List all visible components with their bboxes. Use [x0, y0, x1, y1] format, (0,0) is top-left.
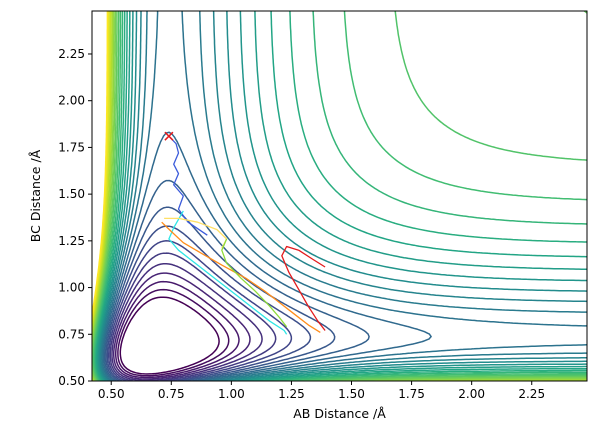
start-marker-layer — [164, 131, 174, 141]
trajectory-lines — [161, 135, 326, 335]
x-tick-label: 0.50 — [98, 387, 125, 401]
y-tick-label: 1.75 — [58, 140, 85, 154]
y-tick-label: 2.00 — [58, 94, 85, 108]
contour-level — [93, 11, 587, 381]
x-tick-label: 0.75 — [158, 387, 185, 401]
x-tick-label: 1.50 — [338, 387, 365, 401]
contour-level — [97, 11, 587, 381]
contour-level — [100, 11, 587, 381]
contour-level — [94, 11, 587, 381]
plot-area — [92, 11, 587, 381]
y-tick-label: 0.75 — [58, 327, 85, 341]
x-tick-label: 1.75 — [398, 387, 425, 401]
contour-level — [101, 11, 587, 381]
trajectory-line — [281, 245, 326, 331]
trajectory-line — [161, 221, 321, 333]
contour-level — [92, 11, 587, 381]
contour-level — [103, 179, 370, 381]
contour-lines — [92, 11, 587, 381]
contour-level — [96, 11, 587, 381]
x-tick-label: 2.00 — [458, 387, 485, 401]
contour-level — [112, 272, 251, 380]
contour-level — [107, 240, 293, 381]
start-marker — [164, 131, 174, 141]
contour-level — [109, 252, 277, 381]
contour-level — [114, 280, 240, 379]
plot-frame — [91, 10, 588, 382]
contour-level — [92, 11, 587, 381]
contour-level — [99, 11, 587, 381]
contour-level — [92, 11, 587, 381]
contour-level — [92, 11, 110, 321]
contour-level — [106, 225, 312, 381]
x-axis-ticks: 0.50 0.75 1.00 1.25 1.50 1.75 2.00 2.25 — [98, 381, 545, 401]
trajectory-line — [168, 210, 288, 335]
contour-level — [117, 288, 230, 377]
contour-level — [95, 11, 587, 381]
x-axis-label: AB Distance /Å — [293, 406, 386, 421]
trajectory-line — [168, 135, 208, 236]
y-axis-label: BC Distance /Å — [28, 149, 43, 242]
contour-level — [119, 296, 220, 375]
contour-level — [111, 262, 263, 381]
y-tick-label: 1.25 — [58, 234, 85, 248]
y-tick-label: 2.25 — [58, 47, 85, 61]
y-tick-label: 1.50 — [58, 187, 85, 201]
y-axis-ticks: 0.50 0.75 1.00 1.25 1.50 1.75 2.00 2.25 — [58, 47, 92, 388]
x-tick-label: 1.00 — [218, 387, 245, 401]
x-tick-label: 2.25 — [518, 387, 545, 401]
contour-level — [102, 131, 432, 381]
contour-level — [92, 11, 587, 381]
trajectory-line — [221, 238, 288, 328]
y-tick-label: 0.50 — [58, 374, 85, 388]
contour-level — [92, 11, 587, 381]
y-tick-label: 1.00 — [58, 281, 85, 295]
contour-level — [98, 11, 587, 381]
x-tick-label: 1.25 — [278, 387, 305, 401]
